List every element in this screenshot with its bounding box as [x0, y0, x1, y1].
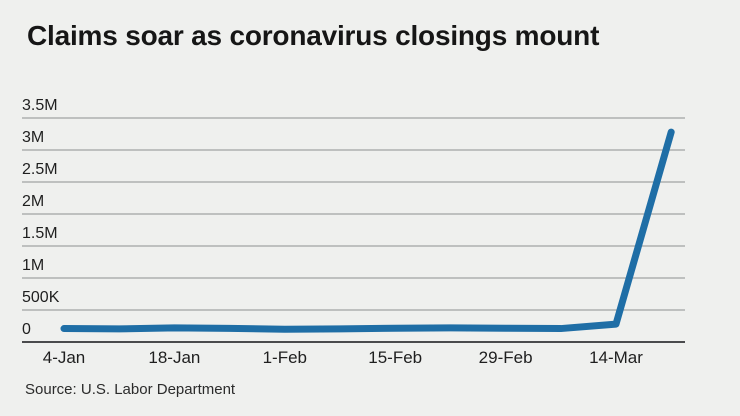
y-tick-label: 2.5M	[22, 161, 58, 178]
x-tick-label: 29-Feb	[478, 348, 533, 367]
source-note: Source: U.S. Labor Department	[25, 381, 236, 398]
y-tick-label: 0	[22, 321, 31, 338]
y-tick-label: 3M	[22, 129, 45, 146]
x-tick-label: 15-Feb	[368, 348, 423, 367]
y-tick-label: 1.5M	[22, 225, 58, 242]
y-tick-label: 3.5M	[22, 97, 58, 114]
x-tick-label: 4-Jan	[42, 348, 86, 367]
x-tick-label: 14-Mar	[589, 348, 643, 367]
chart-title: Claims soar as coronavirus closings moun…	[27, 20, 600, 51]
y-tick-label: 500K	[22, 289, 60, 306]
y-tick-label: 2M	[22, 193, 45, 210]
y-tick-label: 1M	[22, 257, 45, 274]
x-tick-label: 18-Jan	[148, 348, 201, 367]
x-tick-label: 1-Feb	[262, 348, 307, 367]
claims-data-line	[60, 128, 675, 333]
